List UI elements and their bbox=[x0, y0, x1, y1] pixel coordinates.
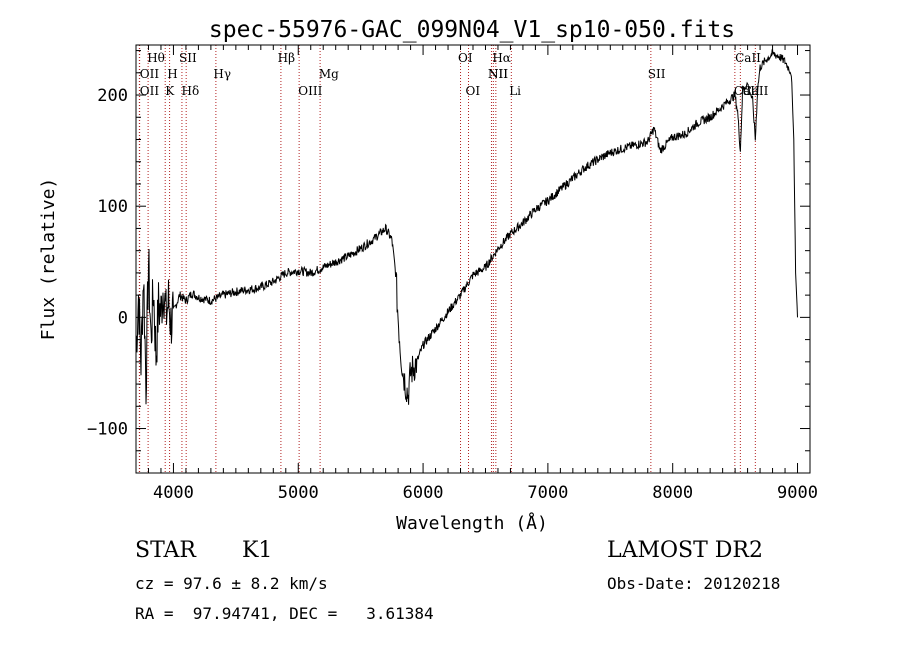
y-tick-label: 100 bbox=[97, 197, 128, 217]
y-tick-label: 200 bbox=[97, 86, 128, 106]
line-marker-label: OI bbox=[458, 51, 473, 65]
line-marker-label: OII bbox=[140, 67, 160, 81]
line-marker-label: K bbox=[165, 84, 175, 98]
line-marker-label: Hθ bbox=[147, 51, 165, 65]
spectral-line-labels: OIIOIIHθKHSIIHδHγHβOIIIMgOIOINIIHαNIILiS… bbox=[140, 51, 769, 98]
object-class: STAR bbox=[135, 538, 196, 563]
line-marker-label: SII bbox=[648, 67, 666, 81]
line-marker-label: Hβ bbox=[278, 51, 295, 65]
x-axis-label: Wavelength (Å) bbox=[396, 512, 548, 534]
line-marker-label: OI bbox=[466, 84, 481, 98]
x-tick-label: 9000 bbox=[777, 483, 818, 503]
observation-date: Obs-Date: 20120218 bbox=[607, 574, 781, 593]
line-marker-label: OIII bbox=[298, 84, 322, 98]
y-axis-label: Flux (relative) bbox=[38, 178, 59, 341]
survey-name: LAMOST DR2 bbox=[607, 538, 763, 563]
x-tick-label: 7000 bbox=[527, 483, 568, 503]
line-marker-label: Hδ bbox=[182, 84, 200, 98]
coordinates: RA = 97.94741, DEC = 3.61384 bbox=[135, 604, 434, 623]
y-axis-ticks: −100 0 100 200 bbox=[87, 50, 810, 474]
line-marker-label: OII bbox=[140, 84, 160, 98]
line-marker-label: Mg bbox=[319, 67, 339, 81]
x-tick-label: 6000 bbox=[403, 483, 444, 503]
x-tick-label: 8000 bbox=[652, 483, 693, 503]
line-marker-label: SII bbox=[179, 51, 197, 65]
y-tick-label: −100 bbox=[87, 420, 128, 440]
line-marker-label: H bbox=[167, 67, 177, 81]
redshift-velocity: cz = 97.6 ± 8.2 km/s bbox=[135, 574, 328, 593]
line-marker-label: NII bbox=[488, 67, 508, 81]
y-tick-label: 0 bbox=[118, 308, 128, 328]
spectrum-line bbox=[135, 49, 798, 405]
x-tick-label: 4000 bbox=[153, 483, 194, 503]
x-tick-label: 5000 bbox=[278, 483, 319, 503]
chart-title: spec-55976-GAC_099N04_V1_sp10-050.fits bbox=[209, 17, 735, 43]
line-marker-label: Li bbox=[509, 84, 521, 98]
line-marker-label: Hα bbox=[492, 51, 511, 65]
line-marker-label: CaII bbox=[735, 51, 761, 65]
plot-frame bbox=[135, 44, 811, 474]
object-subclass: K1 bbox=[242, 538, 273, 563]
line-marker-label: Hγ bbox=[213, 67, 231, 81]
line-marker-label: NII bbox=[488, 67, 508, 81]
line-marker-label: CaII bbox=[734, 84, 760, 98]
spectral-line-markers bbox=[138, 45, 756, 473]
x-axis-ticks: 4000 5000 6000 7000 8000 9000 bbox=[135, 45, 818, 503]
